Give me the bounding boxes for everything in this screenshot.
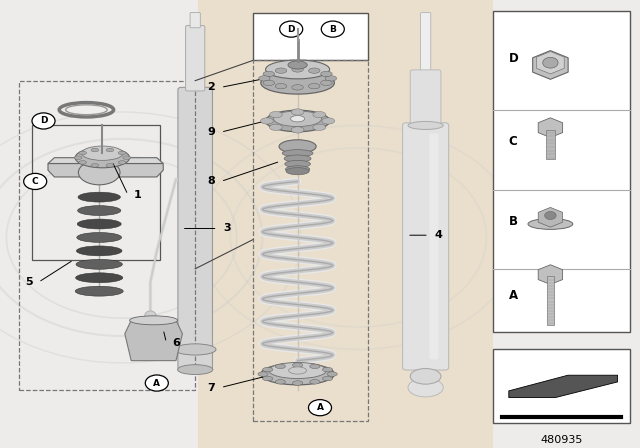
Text: B: B — [509, 215, 518, 228]
Ellipse shape — [174, 344, 216, 355]
Ellipse shape — [323, 376, 333, 381]
Ellipse shape — [266, 110, 330, 132]
Ellipse shape — [289, 367, 307, 374]
Circle shape — [32, 113, 55, 129]
FancyBboxPatch shape — [403, 123, 449, 370]
Ellipse shape — [106, 164, 114, 167]
Ellipse shape — [258, 372, 268, 376]
Ellipse shape — [284, 155, 311, 162]
Text: D: D — [287, 25, 295, 34]
Ellipse shape — [275, 68, 287, 73]
Text: C: C — [32, 177, 38, 186]
Ellipse shape — [325, 76, 337, 81]
Ellipse shape — [77, 233, 122, 242]
Ellipse shape — [321, 80, 332, 86]
Ellipse shape — [292, 67, 303, 72]
Ellipse shape — [285, 160, 310, 168]
Ellipse shape — [410, 368, 441, 384]
Ellipse shape — [408, 121, 444, 129]
Ellipse shape — [275, 379, 285, 384]
Ellipse shape — [123, 156, 131, 159]
Ellipse shape — [79, 160, 120, 185]
FancyBboxPatch shape — [547, 276, 554, 325]
FancyBboxPatch shape — [429, 134, 438, 359]
Text: 5: 5 — [25, 277, 33, 287]
Ellipse shape — [327, 372, 337, 376]
FancyBboxPatch shape — [493, 11, 630, 332]
Ellipse shape — [79, 151, 86, 155]
Ellipse shape — [261, 363, 335, 385]
Ellipse shape — [288, 61, 307, 69]
Ellipse shape — [261, 72, 335, 94]
Ellipse shape — [308, 83, 320, 89]
FancyBboxPatch shape — [190, 13, 200, 28]
Ellipse shape — [266, 60, 330, 79]
Circle shape — [280, 21, 303, 37]
Ellipse shape — [74, 156, 82, 159]
Ellipse shape — [291, 109, 304, 115]
Ellipse shape — [269, 362, 326, 379]
Ellipse shape — [262, 376, 273, 381]
Ellipse shape — [129, 316, 178, 325]
Ellipse shape — [66, 105, 108, 115]
Ellipse shape — [118, 151, 126, 155]
Ellipse shape — [292, 381, 303, 385]
Ellipse shape — [310, 364, 320, 369]
Text: A: A — [509, 289, 518, 302]
Text: A: A — [317, 403, 323, 412]
Ellipse shape — [76, 148, 130, 168]
Text: 6: 6 — [172, 338, 180, 348]
Circle shape — [308, 400, 332, 416]
Text: 7: 7 — [207, 383, 215, 392]
Ellipse shape — [291, 116, 305, 122]
Ellipse shape — [322, 118, 335, 124]
Ellipse shape — [275, 83, 287, 89]
Ellipse shape — [528, 219, 573, 229]
Ellipse shape — [79, 161, 86, 164]
FancyBboxPatch shape — [178, 87, 212, 370]
Polygon shape — [48, 164, 163, 177]
Ellipse shape — [91, 164, 99, 167]
Ellipse shape — [286, 168, 309, 175]
Circle shape — [545, 211, 556, 220]
Circle shape — [543, 57, 558, 68]
Ellipse shape — [262, 367, 273, 372]
Ellipse shape — [91, 148, 99, 152]
Ellipse shape — [408, 378, 444, 397]
Text: C: C — [509, 134, 518, 148]
Text: 8: 8 — [207, 177, 215, 186]
Ellipse shape — [260, 118, 273, 124]
Polygon shape — [509, 375, 618, 398]
Ellipse shape — [292, 85, 303, 90]
Ellipse shape — [275, 364, 285, 369]
Polygon shape — [48, 158, 163, 164]
Ellipse shape — [279, 140, 316, 153]
Polygon shape — [198, 0, 493, 448]
Ellipse shape — [310, 379, 320, 384]
FancyBboxPatch shape — [493, 349, 630, 423]
Text: D: D — [509, 52, 518, 65]
FancyBboxPatch shape — [546, 130, 555, 159]
Ellipse shape — [263, 80, 275, 86]
Ellipse shape — [323, 367, 333, 372]
Ellipse shape — [78, 192, 120, 202]
Ellipse shape — [313, 112, 326, 118]
Ellipse shape — [178, 365, 212, 375]
Ellipse shape — [269, 124, 282, 130]
Circle shape — [145, 375, 168, 391]
Ellipse shape — [313, 124, 326, 130]
FancyBboxPatch shape — [420, 13, 431, 73]
Text: B: B — [330, 25, 336, 34]
Ellipse shape — [76, 273, 123, 283]
Ellipse shape — [77, 206, 121, 215]
Ellipse shape — [76, 286, 123, 296]
Ellipse shape — [282, 150, 313, 157]
Text: 2: 2 — [207, 82, 215, 92]
Ellipse shape — [82, 146, 123, 160]
FancyBboxPatch shape — [253, 13, 368, 60]
Text: 480935: 480935 — [540, 435, 583, 444]
Text: A: A — [154, 379, 160, 388]
Text: 3: 3 — [223, 224, 231, 233]
Ellipse shape — [269, 112, 282, 118]
